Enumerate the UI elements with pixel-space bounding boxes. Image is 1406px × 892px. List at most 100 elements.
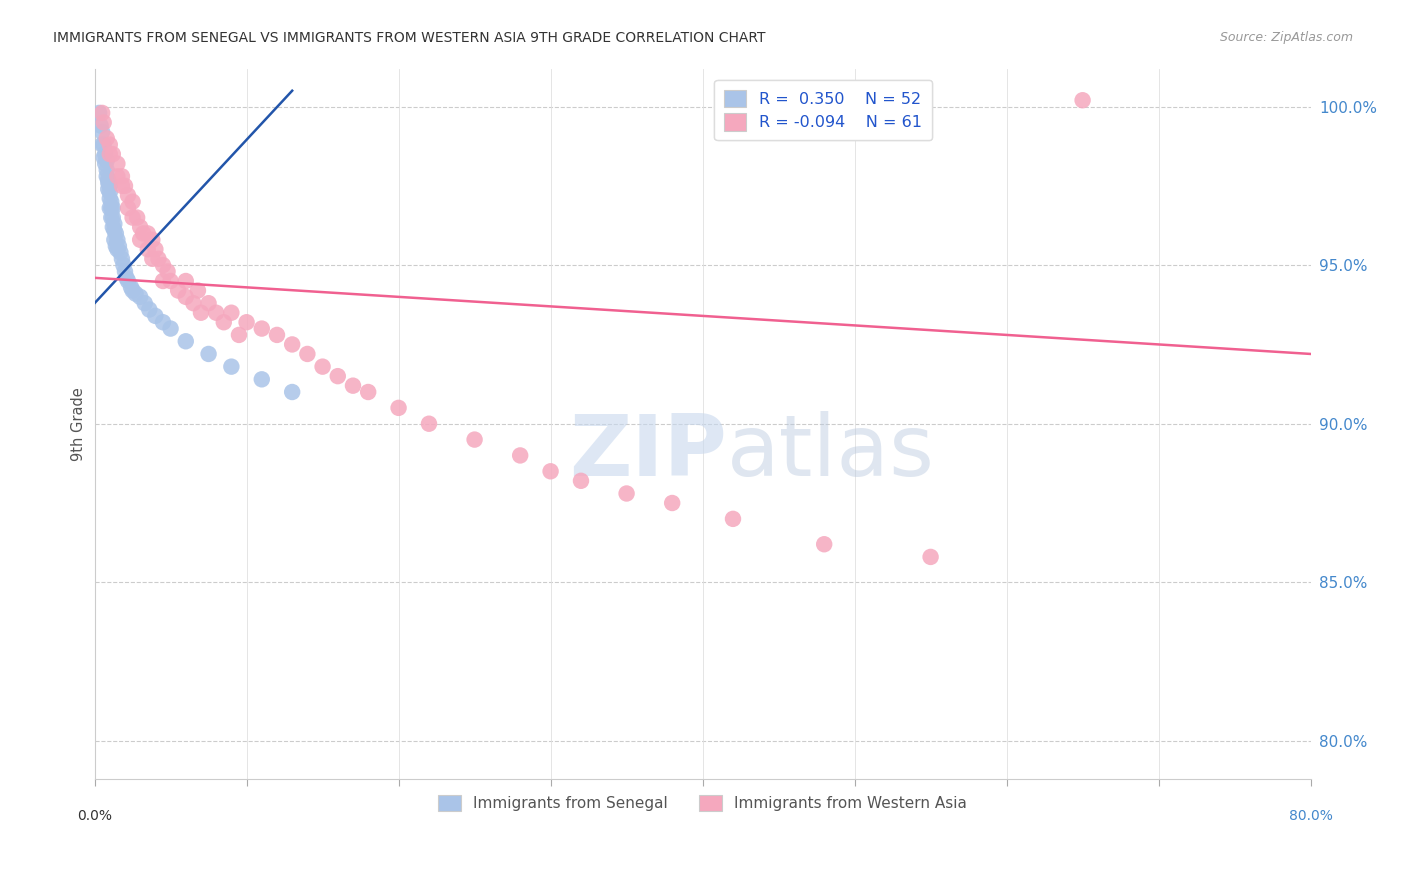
Point xyxy=(121,284,143,298)
Point xyxy=(174,274,197,288)
Point xyxy=(509,449,531,463)
Point xyxy=(97,172,120,186)
Point xyxy=(101,220,124,235)
Point xyxy=(159,274,181,288)
Y-axis label: 9th Grade: 9th Grade xyxy=(72,387,86,460)
Point xyxy=(98,201,121,215)
Point xyxy=(103,223,125,237)
Point xyxy=(98,137,121,152)
Point xyxy=(108,239,131,253)
Point xyxy=(297,347,319,361)
Point xyxy=(105,169,128,184)
Point xyxy=(93,137,115,152)
Point xyxy=(212,315,235,329)
Point xyxy=(97,182,120,196)
Point xyxy=(93,150,115,164)
Point xyxy=(120,280,142,294)
Point xyxy=(132,227,155,241)
Point xyxy=(89,106,111,120)
Point xyxy=(124,286,146,301)
Point xyxy=(100,194,122,209)
Point xyxy=(221,306,243,320)
Point xyxy=(174,334,197,349)
Point xyxy=(121,194,143,209)
Point xyxy=(101,201,124,215)
Point xyxy=(121,211,143,225)
Point xyxy=(197,296,219,310)
Point xyxy=(281,384,304,399)
Point xyxy=(326,369,349,384)
Point xyxy=(97,176,120,190)
Point xyxy=(129,220,152,235)
Point xyxy=(98,178,121,193)
Point xyxy=(129,233,152,247)
Point xyxy=(920,549,942,564)
Point xyxy=(105,242,128,256)
Text: 80.0%: 80.0% xyxy=(1289,809,1333,823)
Point xyxy=(91,137,114,152)
Point xyxy=(111,252,134,266)
Point xyxy=(205,306,228,320)
Point xyxy=(136,227,159,241)
Point xyxy=(152,315,174,329)
Point xyxy=(127,211,149,225)
Point xyxy=(167,284,190,298)
Point xyxy=(187,284,209,298)
Point xyxy=(111,169,134,184)
Point xyxy=(540,464,562,478)
Point xyxy=(141,233,163,247)
Point xyxy=(281,337,304,351)
Point xyxy=(190,306,212,320)
Point xyxy=(117,201,139,215)
Point xyxy=(96,163,118,178)
Point xyxy=(235,315,257,329)
Point xyxy=(100,201,122,215)
Point xyxy=(616,486,638,500)
Point xyxy=(103,217,125,231)
Point xyxy=(111,178,134,193)
Point xyxy=(141,252,163,266)
Point xyxy=(221,359,243,374)
Text: ZIP: ZIP xyxy=(569,410,727,493)
Point xyxy=(387,401,409,415)
Point xyxy=(250,372,273,386)
Point xyxy=(94,156,117,170)
Point xyxy=(104,239,127,253)
Point xyxy=(661,496,683,510)
Point xyxy=(114,264,136,278)
Point xyxy=(183,296,205,310)
Point xyxy=(148,252,170,266)
Point xyxy=(101,147,124,161)
Text: 0.0%: 0.0% xyxy=(77,809,112,823)
Point xyxy=(145,309,167,323)
Text: IMMIGRANTS FROM SENEGAL VS IMMIGRANTS FROM WESTERN ASIA 9TH GRADE CORRELATION CH: IMMIGRANTS FROM SENEGAL VS IMMIGRANTS FR… xyxy=(53,31,766,45)
Point xyxy=(134,296,156,310)
Point xyxy=(117,274,139,288)
Point xyxy=(1071,93,1094,107)
Point xyxy=(129,290,152,304)
Point xyxy=(110,245,132,260)
Point xyxy=(90,119,112,133)
Text: Source: ZipAtlas.com: Source: ZipAtlas.com xyxy=(1219,31,1353,45)
Point xyxy=(98,147,121,161)
Point xyxy=(418,417,440,431)
Point xyxy=(96,131,118,145)
Point xyxy=(100,211,122,225)
Point xyxy=(94,147,117,161)
Point xyxy=(721,512,744,526)
Point xyxy=(152,274,174,288)
Point xyxy=(357,384,380,399)
Point xyxy=(112,258,135,272)
Point xyxy=(159,321,181,335)
Point xyxy=(197,347,219,361)
Point xyxy=(96,169,118,184)
Point xyxy=(136,242,159,256)
Point xyxy=(228,327,250,342)
Point xyxy=(98,192,121,206)
Point xyxy=(101,211,124,225)
Text: atlas: atlas xyxy=(727,410,935,493)
Point xyxy=(342,378,364,392)
Point xyxy=(813,537,835,551)
Point xyxy=(311,359,333,374)
Point xyxy=(569,474,592,488)
